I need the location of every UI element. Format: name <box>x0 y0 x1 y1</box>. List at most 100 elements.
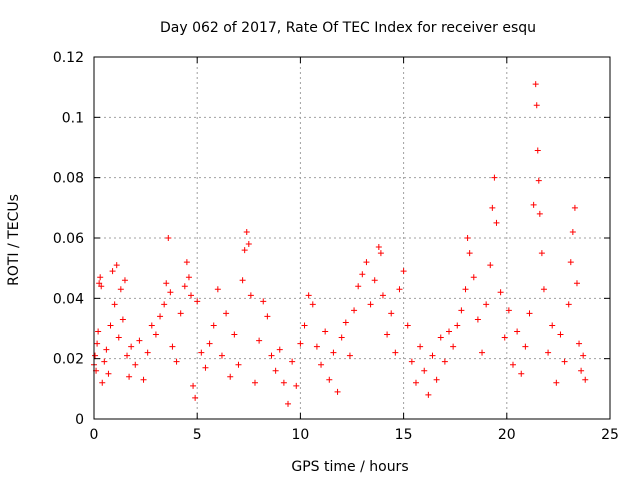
chart-title: Day 062 of 2017, Rate Of TEC Index for r… <box>160 20 536 36</box>
data-point <box>474 316 481 323</box>
data-point <box>107 322 114 329</box>
data-point <box>140 376 147 383</box>
data-point <box>148 322 155 329</box>
data-point <box>103 346 110 353</box>
data-point <box>342 319 349 326</box>
data-point <box>241 247 248 254</box>
x-tick-label: 25 <box>601 427 619 443</box>
x-tick-label: 15 <box>395 427 413 443</box>
data-point <box>384 331 391 338</box>
data-point <box>293 382 300 389</box>
data-point <box>94 340 101 347</box>
data-point <box>571 204 578 211</box>
data-point <box>379 292 386 299</box>
data-point <box>136 337 143 344</box>
data-points <box>91 81 589 407</box>
axis-ticks <box>93 56 611 420</box>
data-point <box>514 328 521 335</box>
y-tick-label: 0.1 <box>62 110 84 126</box>
data-point <box>433 376 440 383</box>
data-point <box>441 358 448 365</box>
y-tick-label: 0.04 <box>53 291 84 307</box>
data-point <box>183 259 190 266</box>
data-point <box>532 81 539 88</box>
x-tick-label: 5 <box>193 427 202 443</box>
data-point <box>573 280 580 287</box>
x-tick-label: 10 <box>291 427 309 443</box>
data-point <box>231 331 238 338</box>
data-point <box>245 241 252 248</box>
y-tick-label: 0.12 <box>53 50 84 66</box>
data-point <box>466 250 473 257</box>
data-point <box>192 394 199 401</box>
x-tick-label: 20 <box>498 427 516 443</box>
data-point <box>371 277 378 284</box>
data-point <box>326 376 333 383</box>
data-point <box>243 228 250 235</box>
data-point <box>505 307 512 314</box>
data-point <box>487 262 494 269</box>
data-point <box>113 262 120 269</box>
data-point <box>264 313 271 320</box>
data-point <box>421 367 428 374</box>
data-point <box>165 235 172 241</box>
data-point <box>111 301 118 308</box>
data-point <box>99 379 106 386</box>
data-point <box>429 352 436 359</box>
data-point <box>190 382 197 389</box>
data-point <box>553 379 560 386</box>
data-point <box>417 343 424 350</box>
data-point <box>375 244 382 251</box>
data-point <box>497 289 504 296</box>
data-point <box>509 361 516 368</box>
data-point <box>489 204 496 211</box>
data-point <box>169 343 176 350</box>
data-point <box>115 334 122 341</box>
data-point <box>132 361 139 368</box>
plot-frame <box>93 56 611 420</box>
data-point <box>247 292 254 299</box>
data-point <box>464 235 471 241</box>
data-point <box>276 346 283 353</box>
data-point <box>377 250 384 257</box>
data-point <box>533 102 540 109</box>
data-point <box>576 340 583 347</box>
data-point <box>95 328 102 335</box>
data-point <box>152 331 159 338</box>
data-point <box>569 228 576 235</box>
data-point <box>119 316 126 323</box>
data-point <box>330 349 337 356</box>
data-point <box>313 343 320 350</box>
data-point <box>101 358 108 365</box>
data-point <box>557 331 564 338</box>
data-point <box>567 259 574 266</box>
data-point <box>363 259 370 266</box>
data-point <box>334 388 341 395</box>
data-point <box>188 292 195 299</box>
data-point <box>412 379 419 386</box>
data-point <box>117 286 124 293</box>
data-point <box>561 358 568 365</box>
data-point <box>301 322 308 329</box>
data-point <box>479 349 486 356</box>
data-point <box>128 343 135 350</box>
y-tick-label: 0 <box>75 412 84 428</box>
data-point <box>458 307 465 314</box>
data-point <box>235 361 242 368</box>
data-point <box>318 361 325 368</box>
data-point <box>535 177 542 184</box>
data-point <box>198 349 205 356</box>
data-point <box>408 358 415 365</box>
data-point <box>167 289 174 296</box>
data-point <box>388 310 395 317</box>
data-point <box>446 328 453 335</box>
data-point <box>260 298 267 305</box>
data-point <box>534 147 541 154</box>
data-point <box>351 307 358 314</box>
data-point <box>161 301 168 308</box>
data-point <box>239 277 246 284</box>
data-point <box>163 280 170 287</box>
data-point <box>202 364 209 371</box>
data-point <box>268 352 275 359</box>
data-point <box>400 268 407 275</box>
